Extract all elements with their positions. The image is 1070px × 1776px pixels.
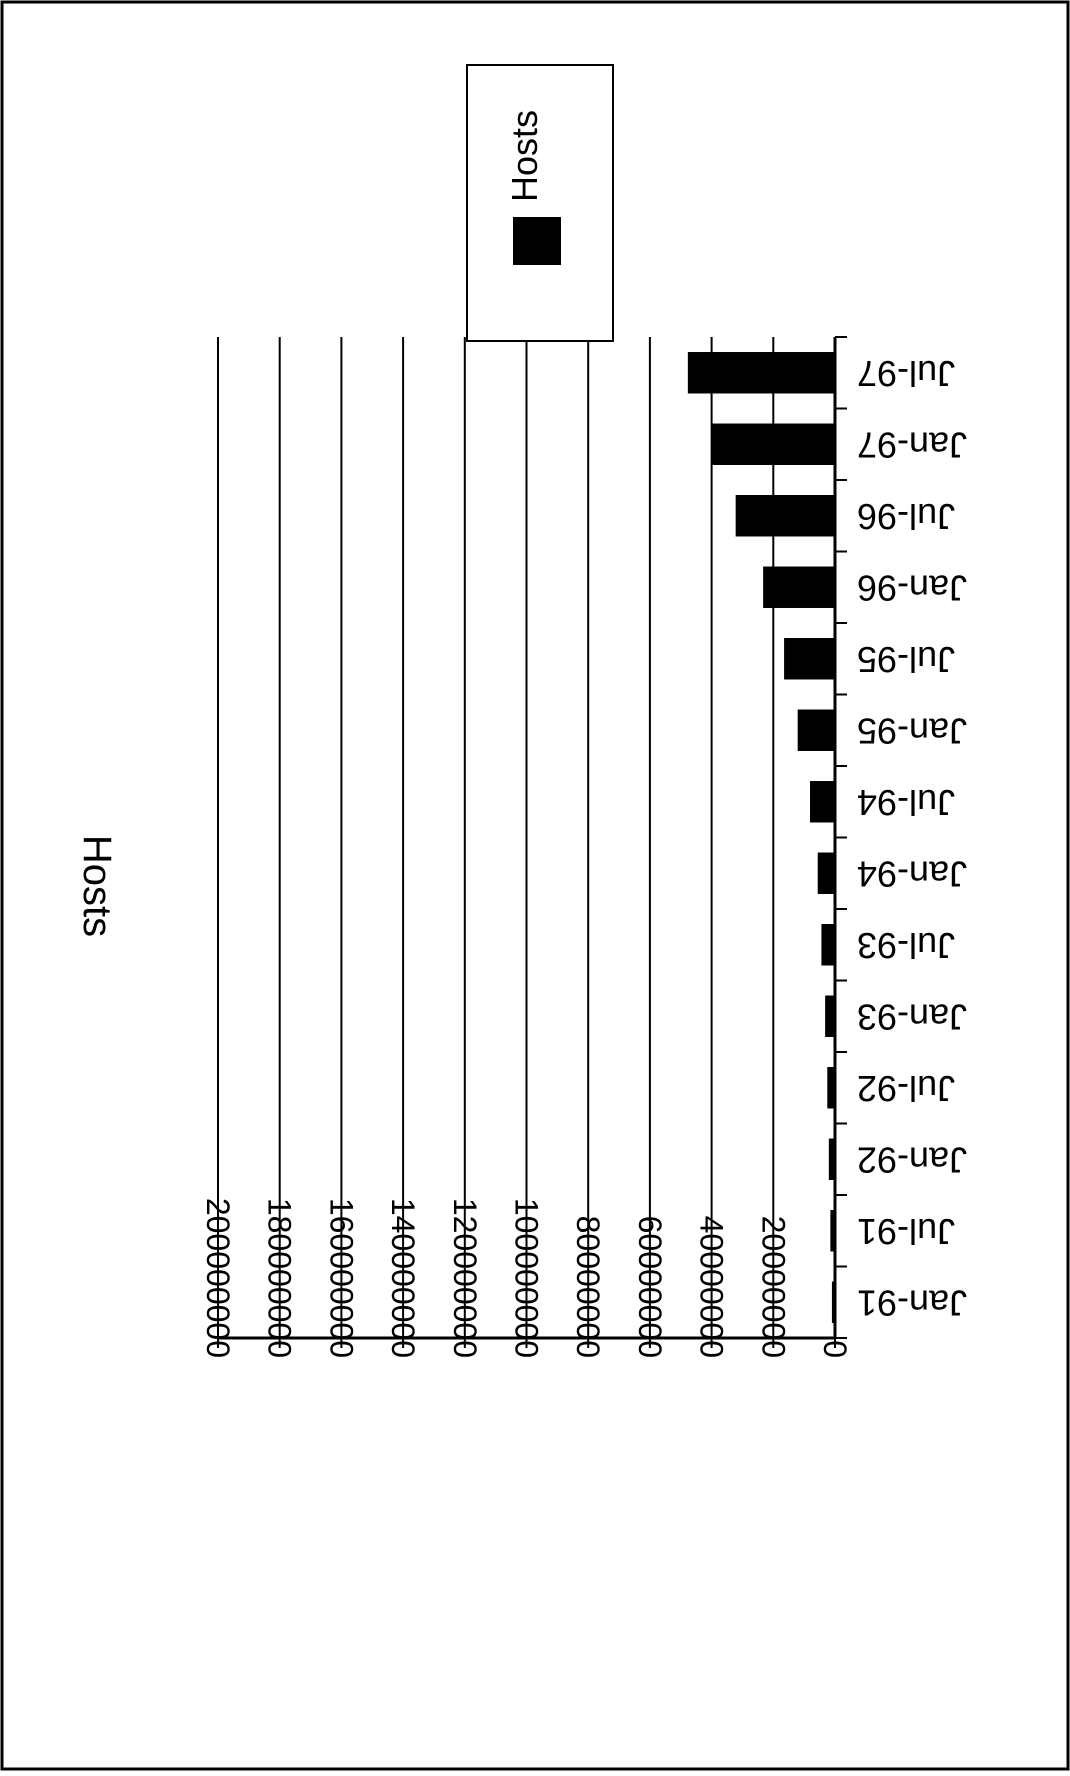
bar-jan-97: [711, 423, 835, 465]
bar-jan-94: [817, 852, 835, 894]
value-tick-label: 60000000: [632, 1216, 668, 1358]
value-tick-label: 180000000: [262, 1198, 298, 1358]
value-tick-label: 100000000: [509, 1198, 545, 1358]
plot-area: 0 20000000 40000000 60000000 80000000 1000000…: [200, 336, 967, 1358]
category-label: Jan-97: [857, 424, 967, 465]
legend: Hosts: [466, 64, 614, 342]
bar-jan-96: [763, 566, 835, 608]
category-label: Jan-95: [857, 710, 967, 751]
category-label: Jul-91: [857, 1211, 955, 1252]
value-tick-label: 120000000: [447, 1198, 483, 1358]
bar-jul-91: [830, 1210, 835, 1252]
value-tick-label: 40000000: [694, 1216, 730, 1358]
category-label: Jan-93: [857, 996, 967, 1037]
value-tick-label: 200000000: [200, 1198, 236, 1358]
legend-label: Hosts: [504, 110, 545, 202]
value-tick-label: 0: [817, 1340, 853, 1358]
bar-jan-91: [831, 1281, 835, 1323]
category-label: Jan-94: [857, 853, 967, 894]
bar-jul-92: [827, 1067, 835, 1109]
bar-jul-93: [821, 924, 835, 966]
category-label: Jul-96: [857, 496, 955, 537]
bar-jan-92: [828, 1138, 835, 1180]
category-label: Jul-92: [857, 1068, 955, 1109]
chart-title: Hosts: [75, 835, 119, 937]
bar-jan-93: [825, 995, 835, 1037]
value-tick-label: 80000000: [570, 1216, 606, 1358]
bar-jul-94: [810, 781, 835, 823]
legend-box: [466, 64, 614, 342]
category-label: Jul-97: [857, 353, 955, 394]
category-label: Jul-94: [857, 782, 955, 823]
category-label: Jan-96: [857, 567, 967, 608]
bar-jul-95: [784, 638, 835, 680]
bar-jan-95: [797, 709, 835, 751]
category-label: Jul-95: [857, 639, 955, 680]
category-label: Jan-92: [857, 1139, 967, 1180]
value-tick-label: 140000000: [385, 1198, 421, 1358]
bar-jul-96: [735, 495, 835, 537]
bar-jul-97: [687, 352, 835, 394]
value-tick-label: 20000000: [755, 1216, 791, 1358]
value-tick-label: 160000000: [323, 1198, 359, 1358]
rotated-chart-group: Hosts 0 20000000 40000000 60000000 80000000 1…: [75, 64, 967, 1358]
category-label: Jan-91: [857, 1282, 967, 1323]
category-label: Jul-93: [857, 925, 955, 966]
legend-swatch: [513, 217, 561, 265]
